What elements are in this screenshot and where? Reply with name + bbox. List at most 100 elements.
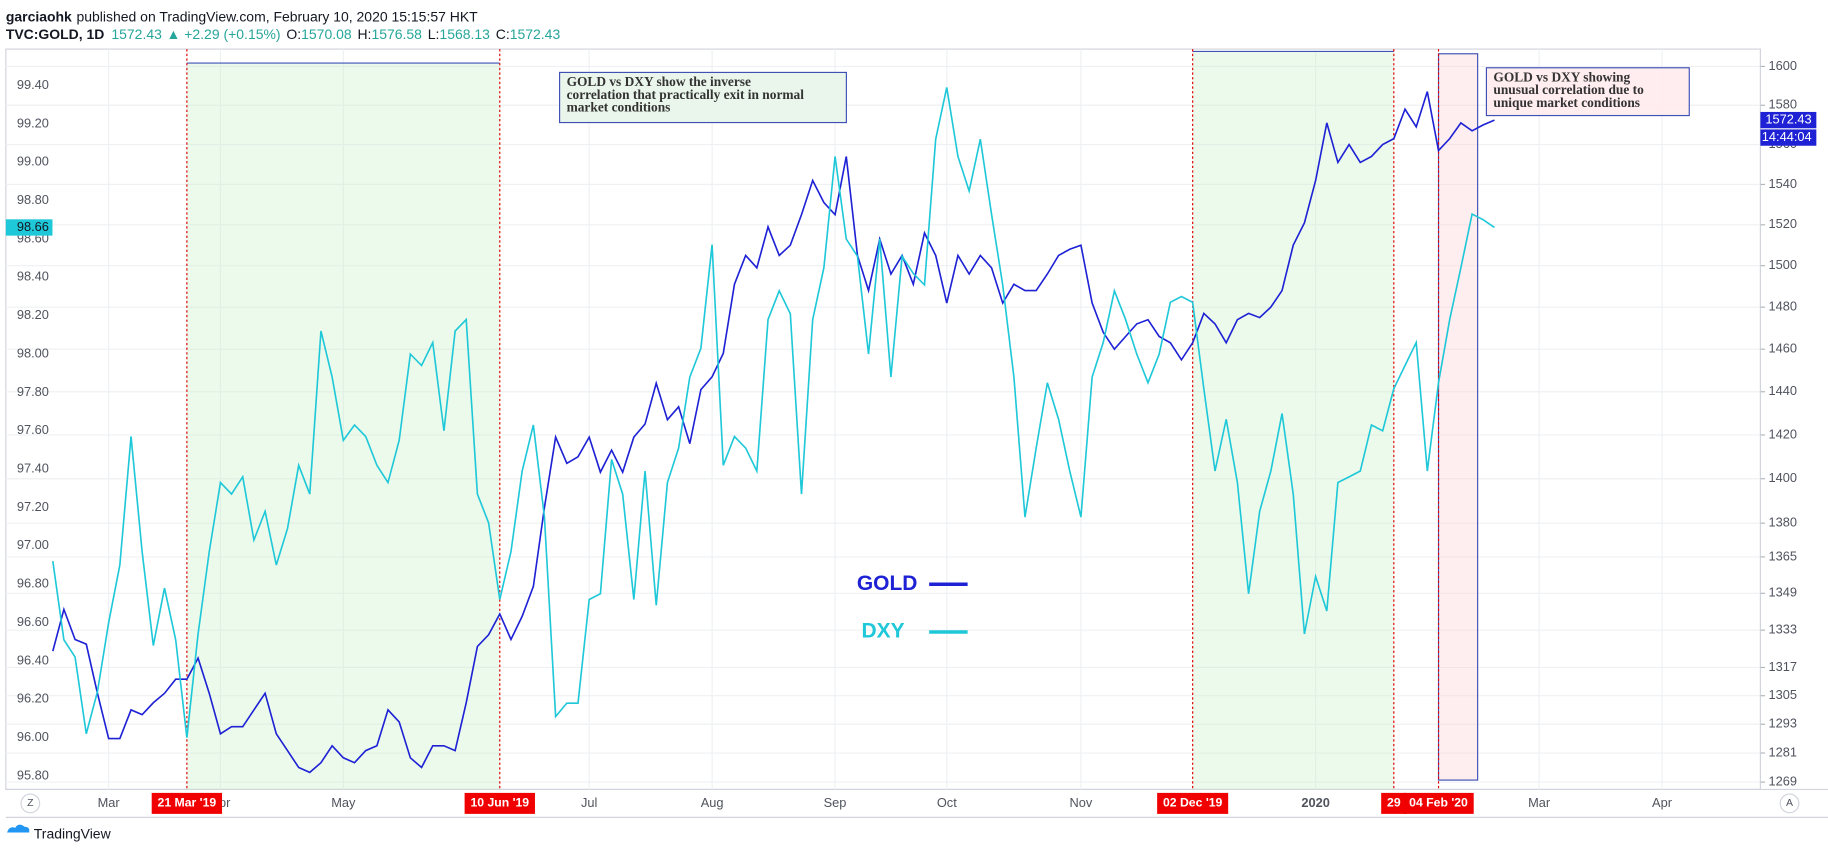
date-marker-box	[151, 792, 223, 814]
series-line	[52, 87, 1495, 738]
y-tick-label: 97.80	[17, 384, 49, 399]
annotation-text: correlation that practically exit in nor…	[567, 87, 805, 102]
x-tick-label: 2020	[1301, 795, 1330, 810]
last-price: 1572.43	[111, 26, 162, 42]
date-marker-box	[1403, 792, 1474, 814]
logo-icon	[6, 824, 30, 833]
x-tick-label: Jul	[581, 795, 597, 810]
x-tick-label: Oct	[937, 795, 957, 810]
annotation-text: unusual correlation due to	[1493, 82, 1644, 97]
annotation-text: GOLD vs DXY show the inverse	[567, 74, 751, 89]
y-tick-label: 99.20	[17, 115, 49, 130]
ohlc-label: C:	[496, 26, 510, 42]
scale-button	[1779, 793, 1800, 814]
y-tick-label: 96.20	[17, 691, 49, 706]
y-tick-label: 97.40	[17, 461, 49, 476]
y2-tick-label: 1305	[1769, 687, 1798, 702]
y2-tick-label: 1281	[1769, 744, 1798, 759]
date-marker-label: 21 Mar '19	[158, 796, 217, 810]
y2-tick-label: 1400	[1769, 470, 1798, 485]
zone-normal	[186, 63, 500, 790]
y2-tick-label: 1540	[1769, 176, 1798, 191]
y-tick-label: 98.40	[17, 269, 49, 284]
date-marker-label: 29	[1387, 796, 1401, 810]
y-tick-label: 99.40	[17, 77, 49, 92]
x-tick-label: Mar	[98, 795, 121, 810]
footer: TradingView	[6, 824, 112, 842]
y2-tick-label: 1365	[1769, 548, 1798, 563]
y2-tick-label: 1440	[1769, 383, 1798, 398]
ohlc-value: 1568.13	[439, 26, 490, 42]
symbol: TVC:GOLD, 1D	[6, 26, 105, 42]
last-value-badge	[1760, 111, 1817, 129]
ohlc-label: H:	[357, 26, 371, 42]
header-line: garciaohk published on TradingView.com, F…	[6, 8, 478, 24]
y-tick-label: 97.60	[17, 422, 49, 437]
legend-label: DXY	[862, 620, 905, 643]
y-tick-label: 96.00	[17, 729, 49, 744]
brand: TradingView	[34, 826, 112, 842]
x-tick-label: Apr	[1652, 795, 1673, 810]
last-value-badge	[5, 219, 53, 236]
published: published on TradingView.com, February 1…	[76, 8, 478, 24]
series-line	[52, 91, 1495, 774]
annotation-text: unique market conditions	[1493, 95, 1640, 110]
y2-tick-label: 1520	[1769, 216, 1798, 231]
zone-unusual	[1437, 53, 1479, 781]
date-marker-box	[1157, 792, 1229, 814]
y2-tick-label: 1269	[1769, 773, 1798, 788]
y2-tick-label: 1317	[1769, 659, 1798, 674]
ohlc-label: O:	[286, 26, 301, 42]
ohlc-label: L:	[428, 26, 440, 42]
x-tick-label: Mar	[1528, 795, 1551, 810]
y2-tick-label: 1420	[1769, 426, 1798, 441]
zone-normal	[1192, 51, 1394, 790]
date-marker-box	[464, 792, 535, 814]
y-tick-label: 96.80	[17, 576, 49, 591]
annotation-box	[1485, 67, 1690, 117]
symbol-line: TVC:GOLD, 1D 1572.43 ▲ +2.29 (+0.15%) O:157…	[6, 26, 561, 42]
y-tick-label: 97.00	[17, 537, 49, 552]
y2-tick-label: 1293	[1769, 716, 1798, 731]
y2-tick-label: 1333	[1769, 622, 1798, 637]
y-tick-label: 98.20	[17, 307, 49, 322]
last-value-label: 1572.43	[1765, 111, 1811, 126]
y-tick-label: 99.00	[17, 154, 49, 169]
scale-button-label: A	[1786, 798, 1793, 809]
x-tick-label: Nov	[1070, 795, 1093, 810]
plot-area: 95.80 96.00 96.20 96.40 96.60 96.80 97.00 97.20…	[5, 48, 1828, 818]
y-tick-label: 98.80	[17, 192, 49, 207]
ohlc-value: 1576.58	[371, 26, 422, 42]
annotation-box	[559, 71, 847, 124]
annotation-text: GOLD vs DXY showing	[1493, 69, 1630, 84]
y2-tick-label: 1580	[1769, 97, 1798, 112]
y2-tick-label: 1500	[1769, 257, 1798, 272]
x-tick-label: Aug	[701, 795, 724, 810]
ohlc-value: 1570.08	[301, 26, 352, 42]
y2-tick-label: 1480	[1769, 299, 1798, 314]
ohlc-value: 1572.43	[510, 26, 561, 42]
scale-button-label: Z	[27, 798, 34, 809]
date-marker-box	[1381, 792, 1407, 814]
legend-label: GOLD	[857, 572, 918, 595]
date-marker-label: 10 Jun '19	[470, 796, 529, 810]
countdown-badge	[1760, 129, 1817, 146]
y2-tick-label: 1349	[1769, 585, 1798, 600]
annotation-text: market conditions	[567, 100, 671, 115]
scale-button	[20, 793, 41, 814]
y-tick-label: 98.00	[17, 345, 49, 360]
x-tick-label: May	[331, 795, 356, 810]
countdown: 14:44:04	[1762, 129, 1812, 144]
y-tick-label: 97.20	[17, 499, 49, 514]
last-value-label: 98.66	[17, 219, 49, 234]
date-marker-label: 04 Feb '20	[1409, 796, 1468, 810]
date-marker-label: 02 Dec '19	[1163, 796, 1223, 810]
change: ▲ +2.29 (+0.15%)	[167, 26, 281, 42]
y2-tick-label: 1600	[1769, 58, 1798, 73]
y-tick-label: 96.40	[17, 652, 49, 667]
y-tick-label: 96.60	[17, 614, 49, 629]
author: garciaohk	[6, 8, 72, 24]
y-tick-label: 95.80	[17, 767, 49, 782]
